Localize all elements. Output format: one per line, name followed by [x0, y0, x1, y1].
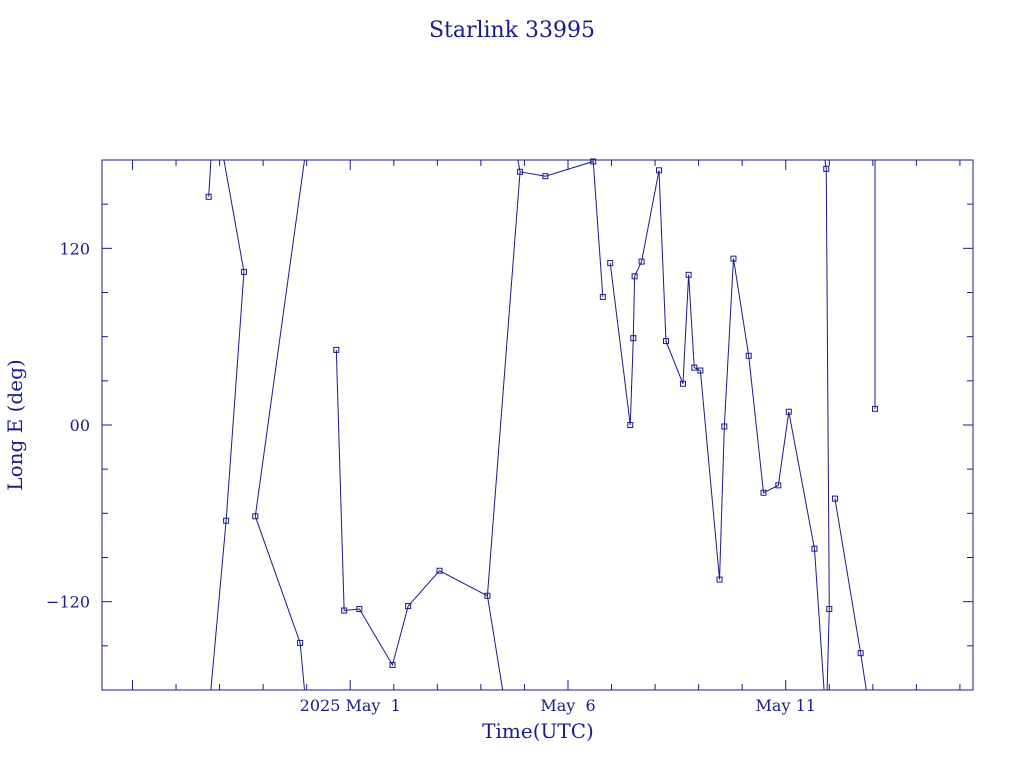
series-wrap-stub: [299, 642, 306, 691]
data-point: [662, 338, 669, 345]
series-wrap-stub: [813, 548, 825, 691]
y-tick-labels: −120 00 120: [46, 239, 90, 611]
data-point: [745, 352, 752, 359]
data-point: [857, 650, 864, 657]
series-wrap-stub: [486, 595, 504, 691]
chart-title: Starlink 33995: [429, 18, 595, 43]
data-point: [630, 335, 637, 342]
data-point: [631, 273, 638, 280]
axis-ticks: [102, 159, 973, 691]
data-point: [826, 606, 833, 613]
series-wrap-stub: [208, 159, 212, 197]
data-point: [223, 517, 230, 524]
y-axis-label: Long E (deg): [3, 359, 27, 490]
data-point: [760, 489, 767, 496]
data-point: [730, 255, 737, 262]
series-points: [205, 158, 879, 668]
data-point: [240, 268, 247, 275]
data-point: [542, 173, 549, 180]
data-point: [685, 271, 692, 278]
y-tick-label: 00: [70, 416, 90, 435]
data-point: [679, 380, 686, 387]
data-point: [297, 639, 304, 646]
data-point: [517, 168, 524, 175]
series-segment: [335, 160, 604, 667]
series-wrap-stub: [223, 159, 245, 272]
data-point: [721, 423, 728, 430]
series-wrap-stub: [826, 609, 830, 691]
series-line: [208, 159, 876, 691]
series-wrap-stub: [517, 159, 521, 172]
data-point: [638, 258, 645, 265]
data-point: [785, 408, 792, 415]
data-point: [831, 495, 838, 502]
data-point: [607, 260, 614, 267]
data-point: [627, 422, 634, 428]
data-point: [356, 606, 363, 613]
series-wrap-stub: [860, 653, 867, 691]
series-segment: [834, 498, 862, 654]
data-point: [205, 193, 212, 200]
data-point: [389, 661, 396, 668]
data-point: [341, 607, 348, 614]
data-point: [697, 367, 704, 374]
data-point: [872, 405, 879, 412]
data-point: [436, 567, 443, 574]
data-point: [405, 603, 412, 610]
data-point: [691, 364, 698, 371]
data-point: [484, 592, 491, 599]
series-segment: [225, 271, 245, 521]
x-tick-label: May 6: [540, 696, 595, 715]
data-point: [599, 293, 606, 300]
x-tick-label: May 11: [756, 696, 816, 715]
y-tick-label: 120: [59, 239, 90, 258]
data-point: [716, 576, 723, 583]
series-segment: [609, 170, 815, 580]
series-wrap-stub: [210, 520, 227, 691]
x-tick-label: 2025 May 1: [300, 696, 401, 715]
x-axis-label: Time(UTC): [482, 719, 594, 743]
data-point: [333, 346, 340, 353]
y-tick-label: −120: [46, 593, 90, 612]
data-point: [590, 158, 597, 165]
data-point: [775, 482, 782, 489]
x-tick-labels: 2025 May 1 May 6 May 11: [300, 696, 816, 715]
series-segment: [254, 516, 301, 644]
series-wrap-stub: [824, 159, 827, 169]
data-point: [656, 167, 663, 174]
data-point: [252, 513, 259, 520]
series-wrap-stub: [254, 159, 306, 517]
data-point: [823, 165, 830, 172]
data-point: [811, 545, 818, 552]
series-segment: [825, 168, 830, 610]
